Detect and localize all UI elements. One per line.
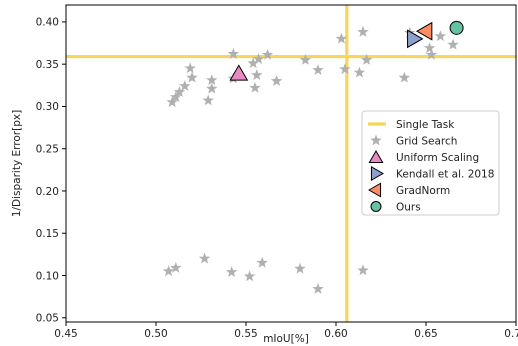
legend-entry-label: GradNorm <box>396 185 450 197</box>
grid-search-point <box>184 62 196 74</box>
grid-search-point <box>339 63 351 75</box>
x-tick-label: 0.60 <box>324 328 347 340</box>
x-tick-label: 0.70 <box>504 328 518 340</box>
grid-search-point <box>261 48 274 60</box>
grid-search-point <box>299 53 312 65</box>
uniform-scaling-point <box>229 64 249 81</box>
legend-marker-gradnorm <box>367 182 382 198</box>
grid-search-point <box>312 64 324 75</box>
grid-search-point <box>162 265 175 277</box>
grid-search-point <box>170 261 182 273</box>
y-tick-label: 0.20 <box>36 186 59 198</box>
grid-search-point <box>170 91 182 102</box>
grid-search-point <box>353 66 366 78</box>
grid-search-point <box>423 42 436 53</box>
grid-search-point <box>247 57 259 69</box>
x-tick-label: 0.45 <box>54 328 77 340</box>
grid-search-point <box>251 69 263 81</box>
y-tick-label: 0.05 <box>36 313 59 325</box>
grid-search-point <box>398 71 411 83</box>
x-tick-label: 0.55 <box>234 328 257 340</box>
kendall-point <box>407 29 424 49</box>
legend-marker-kendall <box>370 165 385 182</box>
grid-search-point <box>206 82 218 94</box>
grid-search-point <box>186 71 198 83</box>
grid-search-point <box>179 80 191 92</box>
grid-search-point <box>166 96 178 108</box>
grid-search-point <box>357 264 369 276</box>
grid-search-point <box>335 32 348 44</box>
grid-search-point <box>360 53 373 65</box>
y-axis-label: 1/Disparity Error[px] <box>11 110 23 217</box>
legend-entry-label: Grid Search <box>396 135 457 147</box>
single-task-lines <box>66 5 516 322</box>
legend: Single Task Grid Search Uniform Scaling Ken… <box>361 110 500 216</box>
grid-search-point <box>198 252 211 264</box>
legend-marker-uniform-scaling <box>368 149 384 164</box>
gradnorm-point <box>415 21 433 41</box>
grid-search-point <box>425 48 438 60</box>
legend-box <box>361 110 500 216</box>
x-tick-label: 0.50 <box>144 328 167 340</box>
grid-search-point <box>256 256 268 268</box>
grid-search-point <box>252 53 265 64</box>
y-tick-label: 0.10 <box>36 270 59 282</box>
grid-search-point <box>447 38 459 50</box>
grid-search-point <box>357 26 369 37</box>
legend-marker-grid-search <box>370 134 382 146</box>
legend-entry-label: Kendall et al. 2018 <box>396 168 494 180</box>
legend-entry-label: Single Task <box>396 119 455 131</box>
grid-search-point <box>227 48 240 59</box>
y-tick-label: 0.25 <box>36 144 59 156</box>
legend-marker-ours <box>370 201 382 212</box>
y-tick-label: 0.30 <box>36 101 59 113</box>
grid-search-point <box>312 283 324 294</box>
y-tick-label: 0.35 <box>36 59 59 71</box>
grid-search-point <box>270 75 283 86</box>
data-points <box>162 20 464 294</box>
grid-search-point <box>249 81 261 93</box>
x-axis-label: mIoU[%] <box>263 333 309 345</box>
y-tick-label: 0.15 <box>36 228 59 240</box>
grid-search-point <box>434 30 447 42</box>
legend-entry-label: Uniform Scaling <box>396 152 479 164</box>
ticks: 0.45 0.50 0.55 0.60 0.65 0.70 0.05 0.10 0.15 0.20… <box>36 17 518 340</box>
grid-search-point <box>294 262 306 274</box>
x-tick-label: 0.65 <box>414 328 437 340</box>
grid-search-point <box>206 74 218 86</box>
plot-frame <box>65 4 517 323</box>
ours-point <box>449 20 464 35</box>
grid-search-point <box>225 266 238 277</box>
grid-search-point <box>173 86 186 97</box>
grid-search-point <box>243 270 256 282</box>
y-tick-label: 0.40 <box>36 17 59 29</box>
legend-entry-label: Ours <box>396 201 421 213</box>
grid-search-point <box>202 94 214 106</box>
